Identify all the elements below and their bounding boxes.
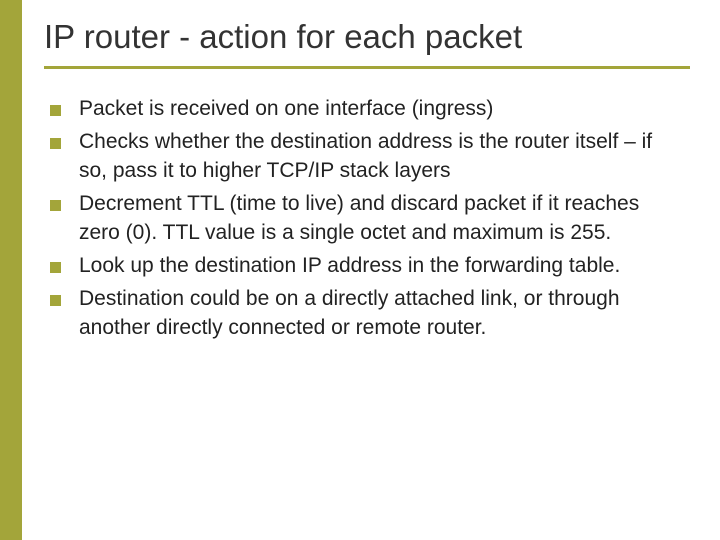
title-underline bbox=[44, 66, 690, 69]
square-bullet-icon bbox=[50, 105, 61, 116]
list-item: Checks whether the destination address i… bbox=[50, 128, 680, 186]
bullet-text: Checks whether the destination address i… bbox=[79, 128, 680, 186]
square-bullet-icon bbox=[50, 138, 61, 149]
slide-content: IP router - action for each packet Packe… bbox=[44, 18, 690, 347]
square-bullet-icon bbox=[50, 200, 61, 211]
page-title: IP router - action for each packet bbox=[44, 18, 690, 64]
list-item: Destination could be on a directly attac… bbox=[50, 285, 680, 343]
list-item: Look up the destination IP address in th… bbox=[50, 252, 680, 281]
bullet-text: Look up the destination IP address in th… bbox=[79, 252, 680, 281]
square-bullet-icon bbox=[50, 262, 61, 273]
list-item: Packet is received on one interface (ing… bbox=[50, 95, 680, 124]
bullet-text: Packet is received on one interface (ing… bbox=[79, 95, 680, 124]
square-bullet-icon bbox=[50, 295, 61, 306]
bullet-text: Decrement TTL (time to live) and discard… bbox=[79, 190, 680, 248]
bullet-text: Destination could be on a directly attac… bbox=[79, 285, 680, 343]
bullet-list: Packet is received on one interface (ing… bbox=[44, 95, 690, 343]
left-accent-bar bbox=[0, 0, 22, 540]
list-item: Decrement TTL (time to live) and discard… bbox=[50, 190, 680, 248]
